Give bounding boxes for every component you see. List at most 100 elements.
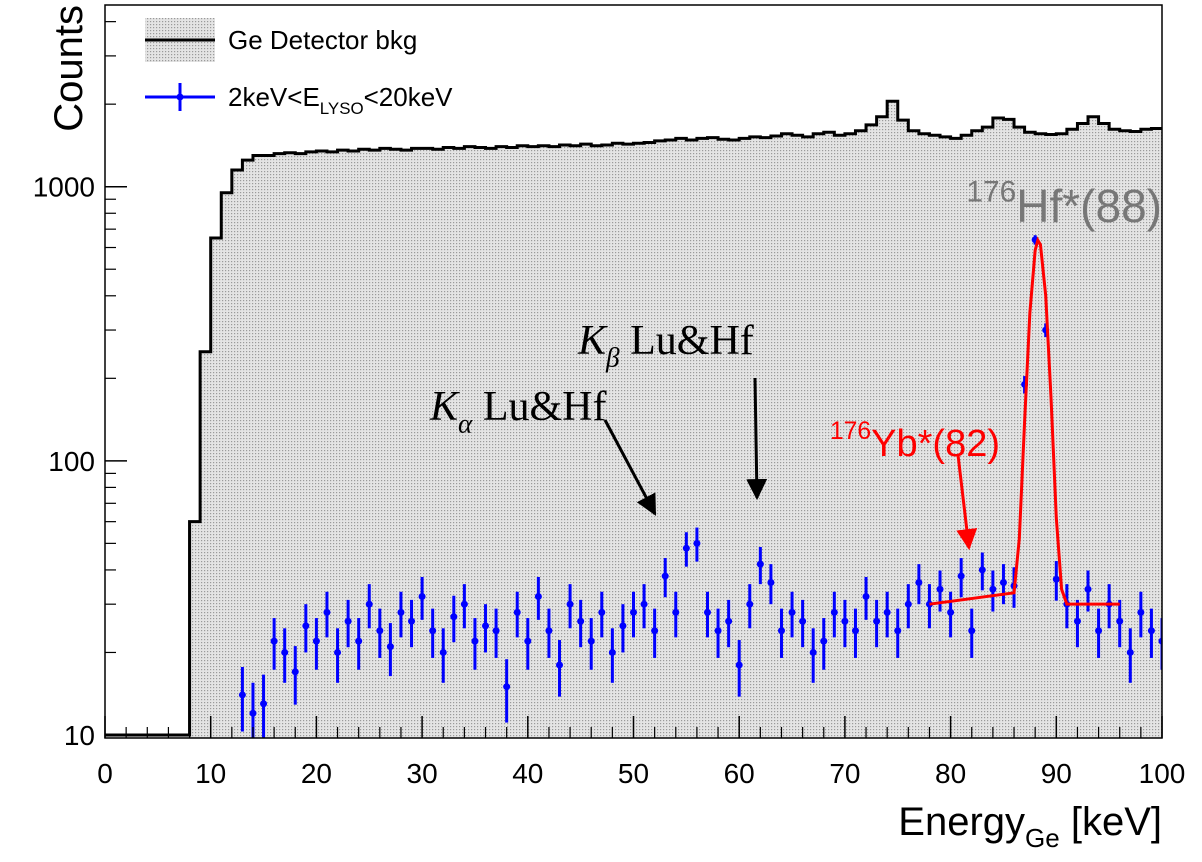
histogram-bin [400, 150, 412, 738]
data-point [830, 608, 838, 616]
histogram-bin [1140, 129, 1152, 738]
histogram-bin [760, 137, 772, 738]
arrow [956, 454, 978, 551]
x-tick-label: 80 [935, 758, 966, 789]
histogram-bin [210, 237, 222, 738]
data-point [386, 643, 394, 651]
histogram-bin [178, 734, 190, 738]
data-point [344, 617, 352, 625]
x-tick-label: 10 [195, 758, 226, 789]
data-point [968, 627, 976, 635]
histogram-bin [157, 734, 169, 738]
annotations: Kα Lu&Hf Kβ Lu&Hf 176Hf*(88) 176Yb*(82) [429, 175, 1162, 465]
data-point [682, 544, 690, 552]
data-point [619, 622, 627, 630]
histogram-bin [1024, 132, 1036, 738]
y-axis-label: Counts [47, 5, 91, 132]
histogram-bin [707, 137, 719, 738]
data-point [249, 709, 257, 717]
data-point [978, 566, 986, 574]
data-point [260, 700, 268, 708]
data-point [397, 608, 405, 616]
data-point [1116, 617, 1124, 625]
data-point [577, 617, 585, 625]
data-point [323, 608, 331, 616]
histogram-bin [485, 148, 497, 738]
histogram-bin [644, 142, 655, 738]
histogram-bin [781, 133, 793, 738]
histogram-bin [221, 192, 233, 738]
histogram-bin [379, 148, 391, 738]
data-point [1137, 608, 1145, 616]
histogram-bin [591, 145, 603, 738]
histogram-bin [940, 136, 951, 738]
data-point [534, 593, 542, 601]
histogram-bin [443, 147, 455, 738]
data-point [492, 627, 500, 635]
data-point [408, 617, 416, 625]
histogram-bin [136, 734, 148, 738]
data-point [471, 637, 479, 645]
histogram-bin [147, 734, 159, 738]
data-point [439, 648, 447, 656]
histogram-bin [992, 118, 1004, 738]
data-point [312, 637, 320, 645]
histogram-bin [696, 138, 708, 738]
data-point [545, 627, 553, 635]
histogram-bin [929, 135, 941, 738]
x-tick-label: 90 [1041, 758, 1072, 789]
data-point [376, 627, 384, 635]
histogram-bin [1151, 128, 1162, 738]
data-point [1084, 585, 1092, 593]
data-point [725, 617, 733, 625]
histogram-bin [527, 146, 539, 738]
histogram-bin [369, 150, 381, 738]
histogram-bin [823, 132, 835, 738]
data-point [672, 608, 680, 616]
data-point [566, 600, 574, 608]
x-tick-label: 70 [829, 758, 860, 789]
histogram-bin [1077, 123, 1089, 738]
histogram-bin [200, 351, 211, 738]
data-point [1147, 627, 1155, 635]
data-point [651, 627, 659, 635]
histogram-bin [897, 120, 909, 738]
data-point [291, 668, 299, 676]
histogram-bin [506, 147, 518, 738]
histogram-bin [982, 127, 994, 738]
histogram-bin [316, 150, 328, 738]
arrow [603, 419, 657, 516]
x-tick-label: 100 [1139, 758, 1186, 789]
arrow [746, 377, 768, 501]
data-point [883, 608, 891, 616]
histogram-bin [411, 148, 423, 738]
histogram-bin [348, 150, 359, 738]
histogram-bin [1119, 130, 1131, 738]
data-point [598, 608, 606, 616]
annotation: 176Yb*(82) [830, 418, 1000, 465]
data-point [947, 608, 955, 616]
histogram-bin [918, 133, 930, 738]
data-point [365, 600, 373, 608]
y-tick-label: 100 [48, 446, 95, 477]
histogram-bin [168, 734, 180, 738]
histogram-bin [813, 133, 825, 738]
histogram-bin [337, 150, 349, 738]
data-point [460, 600, 468, 608]
data-point [1095, 627, 1103, 635]
data-point [894, 627, 902, 635]
data-point [1158, 637, 1162, 645]
data-point [957, 572, 965, 580]
data-point [418, 593, 426, 601]
histogram-bin [908, 130, 920, 738]
data-point [556, 661, 564, 669]
histogram-bin [1109, 129, 1121, 738]
histogram-bin [834, 135, 846, 738]
histogram-bin [390, 149, 402, 738]
histogram-bin [770, 136, 782, 738]
histogram-bin [105, 734, 116, 738]
legend-label: Ge Detector bkg [228, 25, 417, 55]
histogram-bin [718, 139, 729, 738]
